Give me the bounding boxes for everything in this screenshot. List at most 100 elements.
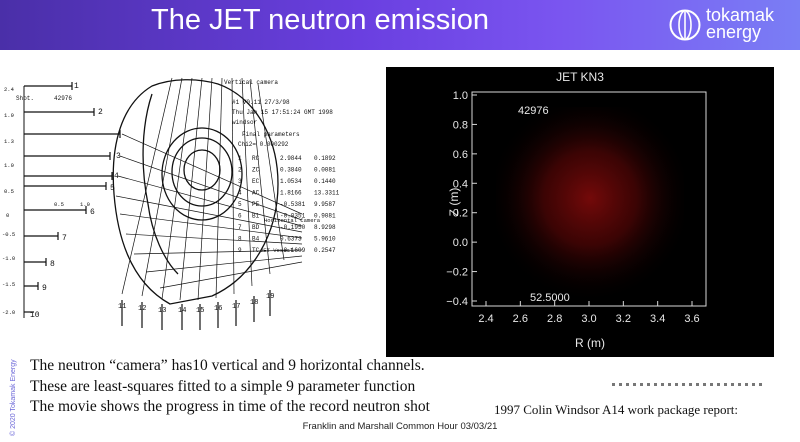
param-index: 7 bbox=[238, 224, 242, 231]
param-value: -0.5381 bbox=[280, 201, 306, 208]
detector-number: 16 bbox=[214, 305, 222, 313]
param-error: 13.3311 bbox=[314, 190, 340, 197]
report-caption: 1997 Colin Windsor A14 work package repo… bbox=[494, 402, 739, 417]
param-value: 1.8166 bbox=[280, 190, 302, 197]
y-tick: 1.0 bbox=[4, 162, 14, 169]
channel-number: 8 bbox=[50, 260, 55, 269]
parameter-table: 1 RC 2.9844 0.1892 2 ZC 0.3840 0.0081 3 EC 1.0534 0… bbox=[238, 155, 340, 254]
copyright-notice: © 2020 Tokamak Energy bbox=[10, 359, 17, 436]
footer-text: Franklin and Marshall Common Hour 03/03/… bbox=[302, 421, 498, 432]
param-value: 2.9844 bbox=[280, 155, 302, 162]
x-tick-label: 2.8 bbox=[547, 313, 562, 325]
description-line-3: The movie shows the progress in time of … bbox=[30, 398, 430, 415]
params-title: Final parameters bbox=[242, 131, 300, 138]
y-tick: 0 bbox=[6, 212, 9, 219]
detector-number: 14 bbox=[178, 307, 186, 315]
channel-number: 3 bbox=[116, 152, 121, 161]
channel-number: 10 bbox=[30, 311, 40, 320]
title-bar: The JET neutron emission tokamak energy bbox=[0, 0, 800, 50]
param-name: EC bbox=[252, 178, 260, 185]
param-error: 0.9081 bbox=[314, 213, 336, 220]
channel-number: 1 bbox=[74, 82, 79, 91]
tokamak-energy-logo: tokamak energy bbox=[668, 6, 792, 44]
x-tick-label: 3.6 bbox=[684, 313, 699, 325]
y-tick-label: 1.0 bbox=[453, 90, 468, 102]
y-tick: 2.4 bbox=[4, 86, 15, 93]
param-name: B1 bbox=[252, 213, 260, 220]
detector-number: 12 bbox=[138, 305, 146, 313]
detector-number: 19 bbox=[266, 293, 274, 301]
param-error: 0.0081 bbox=[314, 167, 336, 174]
param-index: 1 bbox=[238, 155, 242, 162]
y-tick: 1.9 bbox=[4, 112, 14, 119]
detector-number: 13 bbox=[158, 307, 166, 315]
logo-line-1: tokamak bbox=[706, 5, 775, 25]
neutron-emission-plot: JET KN3 2.4 2.6 2.8 3.0 3.2 3.4 3.6 1.0 0.8 0.6 0… bbox=[386, 67, 774, 357]
y-tick: 0.5 bbox=[4, 188, 14, 195]
channel-number: 5 bbox=[110, 184, 115, 193]
param-value: 0.6373 bbox=[280, 236, 302, 243]
y-tick-label: 0.0 bbox=[453, 237, 468, 249]
param-error: 5.9610 bbox=[314, 236, 336, 243]
y-tick: -1.0 bbox=[2, 255, 15, 262]
shot-label: Shot. bbox=[16, 95, 34, 102]
param-index: 2 bbox=[238, 167, 242, 174]
x-tick-label: 3.2 bbox=[616, 313, 631, 325]
version-line: #1 V0.11 27/3/98 bbox=[232, 99, 290, 106]
camera-geometry-diagram: 2.4 1.9 1.3 1.0 0.5 0 -0.5 -1.0 -1.5 -2.… bbox=[2, 77, 340, 330]
y-tick: -1.5 bbox=[2, 281, 15, 288]
logo-wordmark: tokamak energy bbox=[706, 5, 775, 42]
param-name: BD bbox=[252, 224, 260, 231]
param-name: TC bbox=[252, 247, 260, 254]
param-error: 8.9298 bbox=[314, 224, 336, 231]
user-line: windsor bbox=[232, 119, 258, 126]
param-index: 5 bbox=[238, 201, 242, 208]
y-axis-ticks: 1.0 0.8 0.6 0.4 0.2 0.0 −0.2 −0.4 bbox=[446, 90, 477, 308]
slide-title: The JET neutron emission bbox=[151, 4, 489, 36]
logo-line-2: energy bbox=[706, 22, 762, 42]
y-tick: 1.3 bbox=[4, 138, 14, 145]
vessel-label: JET Vessel bbox=[260, 247, 293, 254]
y-tick-label: 0.8 bbox=[453, 119, 468, 131]
param-error: 9.9587 bbox=[314, 201, 336, 208]
param-value: -0.1950 bbox=[280, 224, 306, 231]
detector-number: 15 bbox=[196, 307, 204, 315]
y-tick: -2.0 bbox=[2, 309, 15, 316]
channel-number: 7 bbox=[62, 234, 67, 243]
x-tick-label: 3.4 bbox=[650, 313, 665, 325]
y-tick: -0.5 bbox=[2, 231, 15, 238]
y-axis-label: Z (m) bbox=[447, 188, 461, 217]
param-value: 0.3840 bbox=[280, 167, 302, 174]
param-name: B4 bbox=[252, 236, 260, 243]
param-value: -0.1609 bbox=[280, 247, 306, 254]
description-line-1: The neutron “camera” has10 vertical and … bbox=[30, 357, 425, 374]
param-index: 8 bbox=[238, 236, 242, 243]
x-tick: 0.5 bbox=[54, 201, 64, 208]
channel-number: 9 bbox=[42, 284, 47, 293]
channel-number: 6 bbox=[90, 208, 95, 217]
jet-vessel-outline bbox=[112, 79, 279, 305]
shot-number-overlay: 42976 bbox=[518, 105, 549, 117]
dotted-caption-line bbox=[612, 383, 762, 386]
param-name: RC bbox=[252, 155, 260, 162]
x-tick: 1.0 bbox=[80, 201, 90, 208]
x-axis-label: R (m) bbox=[575, 336, 605, 350]
description-text: The neutron “camera” has10 vertical and … bbox=[30, 356, 430, 418]
param-error: 0.1892 bbox=[314, 155, 336, 162]
param-index: 4 bbox=[238, 190, 242, 197]
detector-number: 17 bbox=[232, 303, 240, 311]
detector-number: 11 bbox=[118, 303, 126, 311]
param-name: PE bbox=[252, 201, 260, 208]
x-axis-ticks: 2.4 2.6 2.8 3.0 3.2 3.4 3.6 bbox=[478, 301, 700, 325]
x-tick-label: 2.6 bbox=[513, 313, 528, 325]
timestamp-line: Thu Jan 15 17:51:24 GMT 1998 bbox=[232, 109, 333, 116]
channel-number: 2 bbox=[98, 108, 103, 117]
description-line-2: These are least-squares fitted to a simp… bbox=[30, 377, 416, 395]
chi2-line: Chi2= 0.000292 bbox=[238, 141, 289, 148]
y-tick-label: 0.2 bbox=[453, 208, 468, 220]
tokamak-ring-icon bbox=[669, 9, 701, 41]
time-overlay: 52.5000 bbox=[530, 292, 570, 304]
x-tick-label: 3.0 bbox=[581, 313, 596, 325]
horizontal-camera-label: Horizontal Camera bbox=[264, 217, 321, 224]
param-value: -0.0351 bbox=[280, 213, 306, 220]
